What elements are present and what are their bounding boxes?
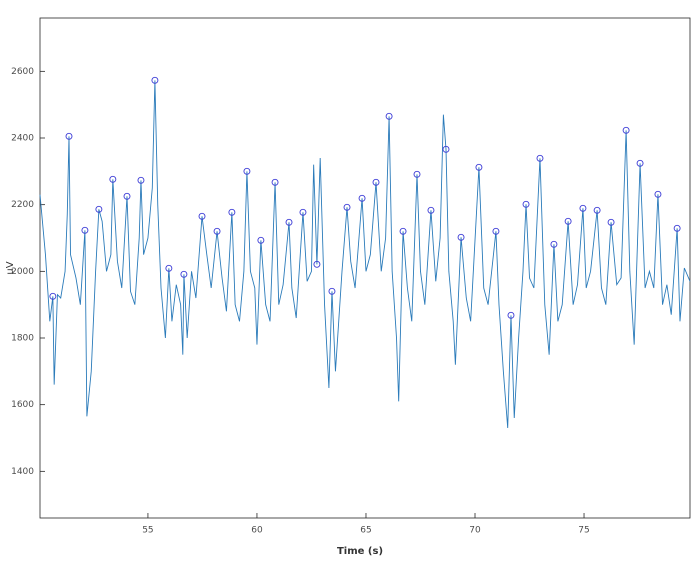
y-tick-label: 2400 <box>11 134 34 144</box>
peak-marker <box>243 167 251 175</box>
peak-marker <box>299 208 307 216</box>
peak-marker <box>399 227 407 235</box>
peak-marker <box>475 163 483 171</box>
peak-marker <box>536 154 544 162</box>
peak-marker <box>271 178 279 186</box>
x-tick-label: 60 <box>251 526 263 536</box>
x-tick-label: 75 <box>578 526 589 536</box>
x-axis-label: Time (s) <box>337 546 383 557</box>
peak-marker <box>123 192 131 200</box>
peak-marker <box>607 218 615 226</box>
peak-marker <box>507 311 515 319</box>
peak-marker <box>579 204 587 212</box>
y-tick-label: 2200 <box>11 200 34 210</box>
peak-marker <box>385 112 393 120</box>
x-tick-label: 70 <box>469 526 481 536</box>
peak-marker <box>492 227 500 235</box>
peak-marker <box>442 145 450 153</box>
peak-marker <box>228 208 236 216</box>
peak-marker <box>65 132 73 140</box>
peak-marker <box>257 236 265 244</box>
peak-marker <box>427 206 435 214</box>
peak-marker <box>343 203 351 211</box>
peak-marker <box>593 206 601 214</box>
peak-marker <box>109 175 117 183</box>
y-tick-label: 1800 <box>11 334 34 344</box>
peak-marker <box>198 212 206 220</box>
peak-marker <box>49 292 57 300</box>
y-tick-label: 2600 <box>11 67 34 77</box>
peak-marker <box>285 218 293 226</box>
y-tick-label: 2000 <box>11 267 34 277</box>
peak-marker <box>550 240 558 248</box>
peak-marker <box>654 190 662 198</box>
x-tick-label: 65 <box>360 526 371 536</box>
peak-marker <box>95 205 103 213</box>
peak-marker <box>165 264 173 272</box>
plot-area <box>39 17 691 519</box>
peak-marker <box>213 227 221 235</box>
peak-marker <box>564 217 572 225</box>
x-tick-label: 55 <box>142 526 153 536</box>
peak-marker <box>328 287 336 295</box>
peak-marker <box>636 159 644 167</box>
peak-marker <box>622 126 630 134</box>
signal-line <box>39 80 691 429</box>
peak-marker <box>372 178 380 186</box>
peak-marker <box>358 194 366 202</box>
peak-marker <box>180 270 188 278</box>
peak-marker <box>522 200 530 208</box>
peak-marker <box>137 176 145 184</box>
y-tick-label: 1600 <box>11 400 34 410</box>
peak-marker <box>413 170 421 178</box>
peak-marker <box>673 224 681 232</box>
peak-marker <box>151 76 159 84</box>
peak-marker <box>313 260 321 268</box>
peak-marker <box>457 233 465 241</box>
y-axis-label: uV <box>5 261 16 274</box>
y-tick-label: 1400 <box>11 467 34 477</box>
peak-marker <box>81 226 89 234</box>
